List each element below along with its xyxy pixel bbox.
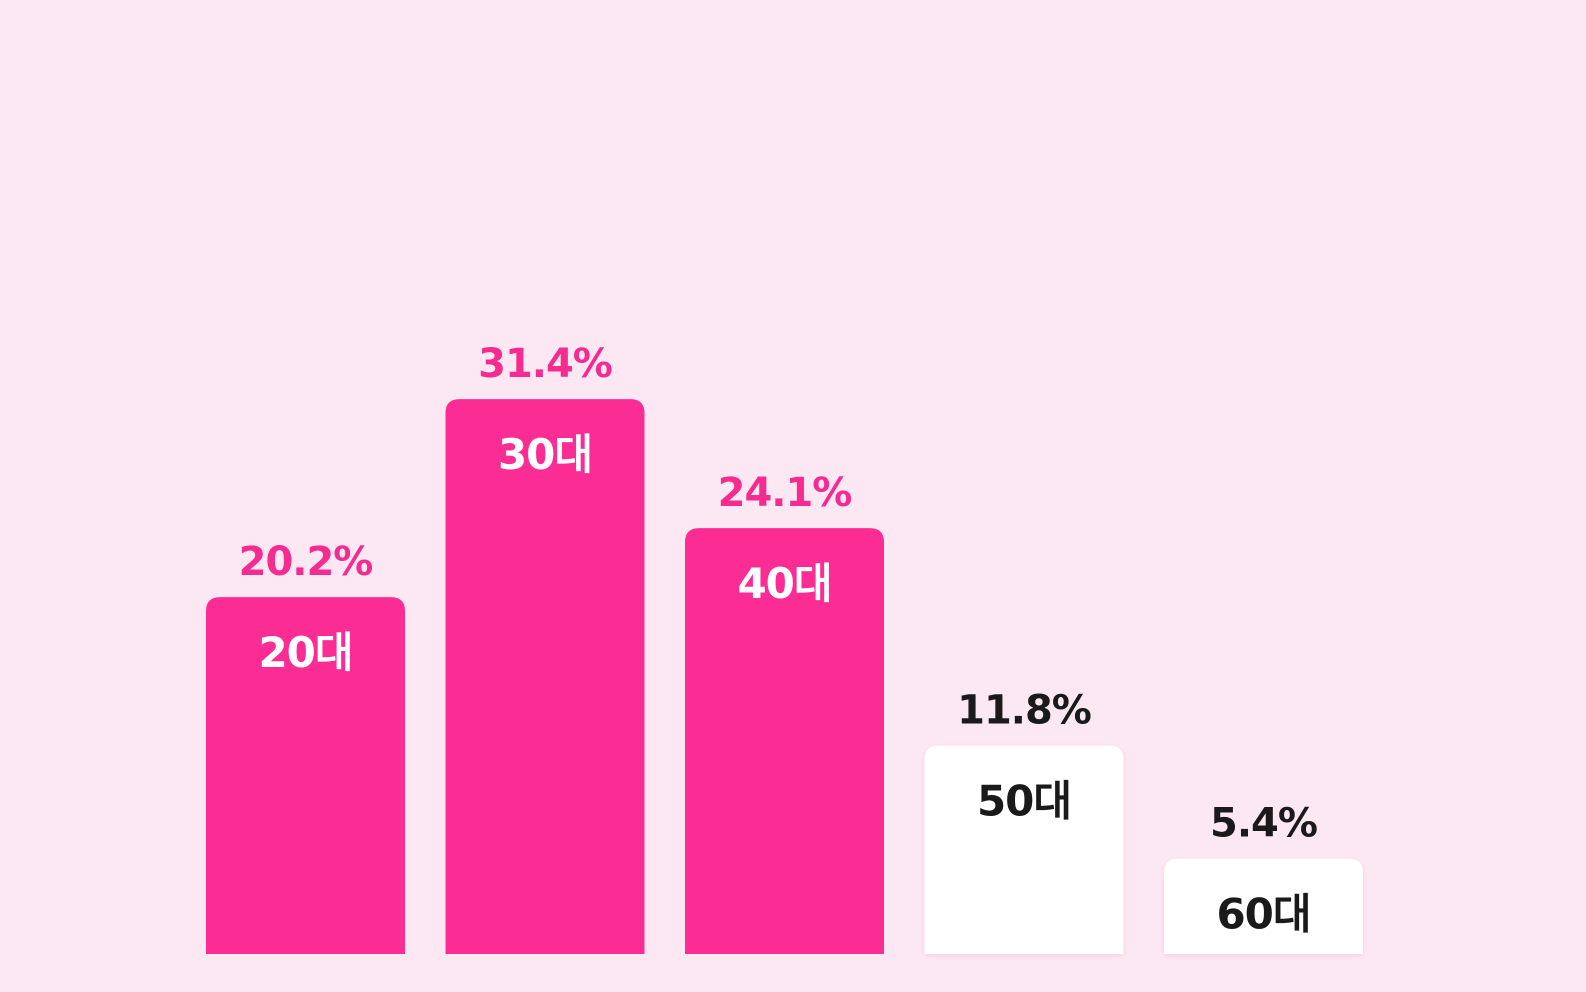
category-label-60대: 60대 (1216, 890, 1310, 939)
labels-layer: 20.2% 20대 31.4% 30대 24.1% 40대 11.8% 50대 5.4% 60대 (239, 341, 1318, 939)
value-label-60대: 5.4% (1210, 801, 1317, 847)
bars-layer (206, 399, 1363, 954)
bar-30대 (445, 399, 645, 954)
value-label-30대: 31.4% (478, 341, 612, 387)
category-label-30대: 30대 (498, 430, 592, 479)
value-label-50대: 11.8% (957, 687, 1091, 733)
value-label-20대: 20.2% (239, 539, 373, 585)
value-label-40대: 24.1% (718, 470, 852, 516)
category-label-20대: 20대 (258, 628, 352, 677)
bar-20대 (206, 597, 405, 954)
category-label-40대: 40대 (737, 559, 831, 608)
bar-40대 (685, 528, 884, 954)
bar-60대 (1164, 858, 1363, 954)
category-label-50대: 50대 (977, 776, 1071, 825)
bar-50대 (924, 745, 1124, 954)
